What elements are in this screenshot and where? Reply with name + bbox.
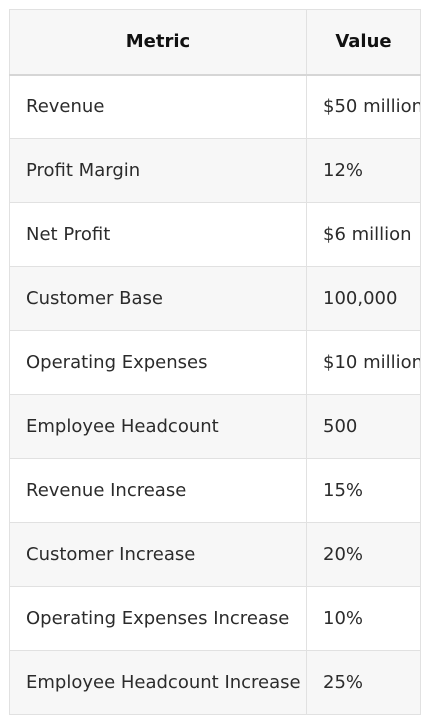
table-row: Revenue $50 million bbox=[9, 74, 421, 139]
metric-cell: Revenue bbox=[9, 74, 307, 139]
value-cell: 20% bbox=[306, 522, 421, 587]
value-cell: $10 million bbox=[306, 330, 421, 395]
table-row: Operating Expenses $10 million bbox=[9, 330, 421, 395]
metric-cell: Customer Increase bbox=[9, 522, 307, 587]
metric-cell: Employee Headcount Increase bbox=[9, 650, 307, 715]
table-body: Revenue $50 million Profit Margin 12% Ne… bbox=[9, 74, 421, 715]
metric-cell: Customer Base bbox=[9, 266, 307, 331]
header-value: Value bbox=[306, 9, 421, 76]
table-row: Operating Expenses Increase 10% bbox=[9, 586, 421, 651]
metrics-table: Metric Value Revenue $50 million Profit … bbox=[9, 9, 421, 715]
header-metric: Metric bbox=[9, 9, 307, 76]
table-header: Metric Value bbox=[9, 9, 421, 76]
value-cell: $50 million bbox=[306, 74, 421, 139]
value-cell: 500 bbox=[306, 394, 421, 459]
table-row: Net Profit $6 million bbox=[9, 202, 421, 267]
header-row: Metric Value bbox=[9, 9, 421, 76]
table-row: Customer Increase 20% bbox=[9, 522, 421, 587]
value-cell: 100,000 bbox=[306, 266, 421, 331]
value-cell: $6 million bbox=[306, 202, 421, 267]
value-cell: 15% bbox=[306, 458, 421, 523]
table-row: Revenue Increase 15% bbox=[9, 458, 421, 523]
value-cell: 25% bbox=[306, 650, 421, 715]
metric-cell: Revenue Increase bbox=[9, 458, 307, 523]
table-row: Customer Base 100,000 bbox=[9, 266, 421, 331]
metric-cell: Employee Headcount bbox=[9, 394, 307, 459]
metric-cell: Operating Expenses bbox=[9, 330, 307, 395]
table-row: Employee Headcount 500 bbox=[9, 394, 421, 459]
metric-cell: Operating Expenses Increase bbox=[9, 586, 307, 651]
metric-cell: Net Profit bbox=[9, 202, 307, 267]
value-cell: 12% bbox=[306, 138, 421, 203]
metric-cell: Profit Margin bbox=[9, 138, 307, 203]
value-cell: 10% bbox=[306, 586, 421, 651]
metrics-table-container: Metric Value Revenue $50 million Profit … bbox=[9, 9, 421, 715]
table-row: Profit Margin 12% bbox=[9, 138, 421, 203]
table-row: Employee Headcount Increase 25% bbox=[9, 650, 421, 715]
